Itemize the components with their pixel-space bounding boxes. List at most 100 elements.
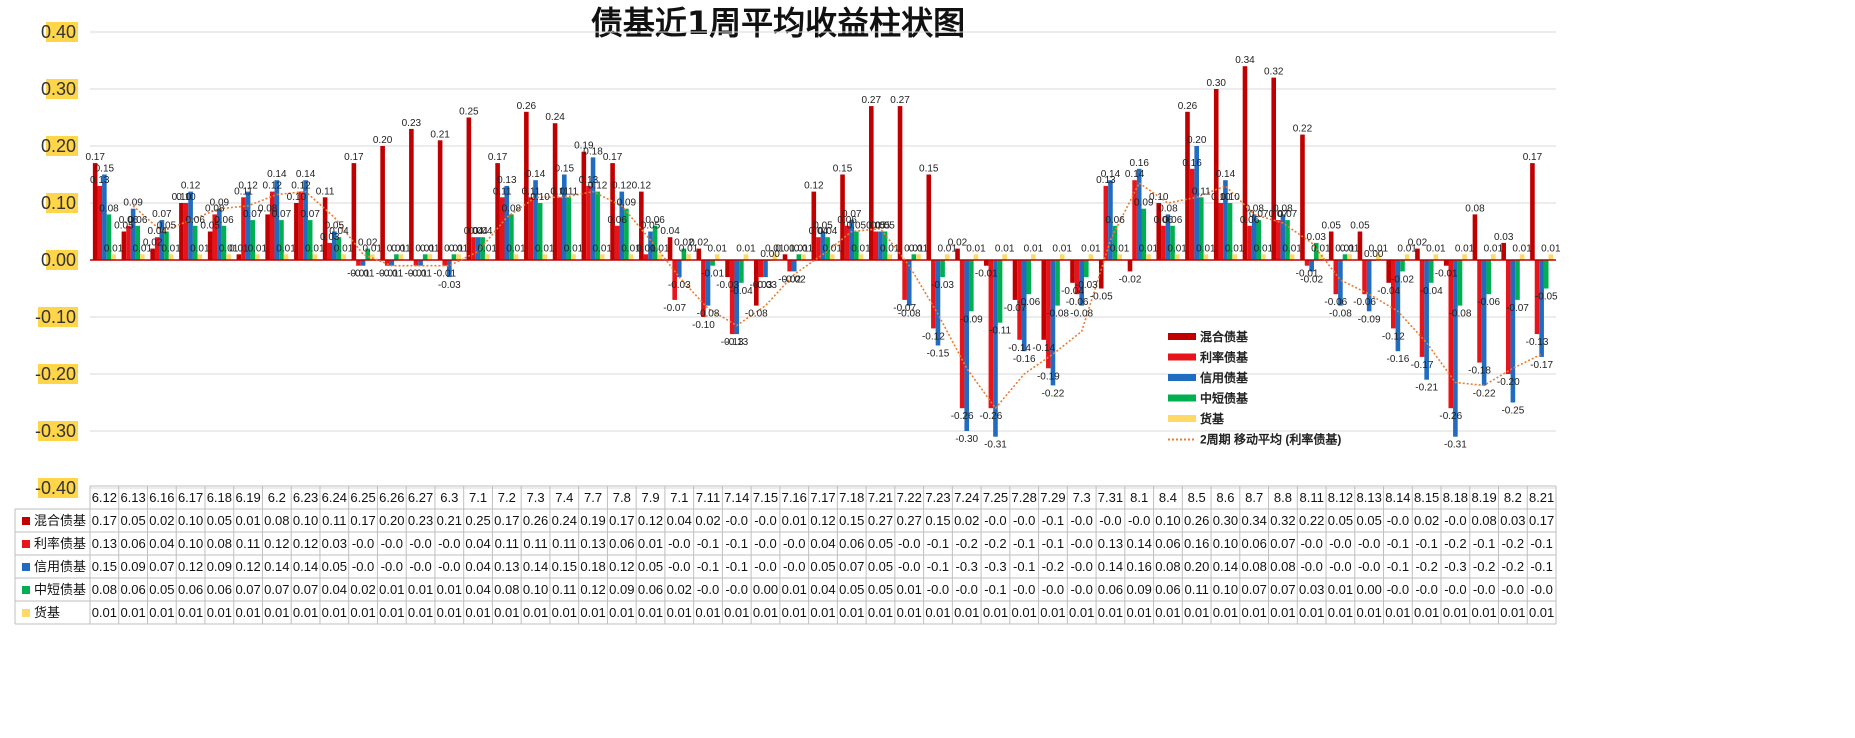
data-label: -0.03 (438, 280, 461, 291)
data-label: 0.01 (478, 243, 498, 254)
category-label: 8.11 (1299, 490, 1323, 505)
table-cell: 0.01 (408, 605, 433, 620)
table-cell: 0.12 (580, 582, 605, 597)
bar-4-47 (1428, 260, 1434, 283)
table-cell: 0.11 (523, 536, 547, 551)
bar-3-22 (705, 260, 711, 306)
bar-4-46 (1400, 260, 1405, 272)
bar-4-41 (1256, 220, 1262, 260)
data-label: 0.08 (1273, 203, 1293, 214)
bar-3-50 (1510, 260, 1516, 403)
data-label: 0.17 (85, 152, 105, 163)
table-cell: 0.05 (120, 513, 145, 528)
table-cell: 0.02 (954, 513, 979, 528)
bar-4-7 (279, 220, 284, 260)
table-cell: -0.0 (1099, 513, 1121, 528)
table-cell: 0.02 (695, 513, 720, 528)
table-cell: 0.01 (695, 605, 720, 620)
bar-2-20 (643, 254, 649, 260)
table-cell: 0.05 (322, 559, 347, 574)
table-cell: 0.05 (1328, 513, 1353, 528)
table-cell: -0.0 (1013, 582, 1035, 597)
category-label: 8.12 (1328, 490, 1353, 505)
table-cell: 0.15 (92, 559, 117, 574)
bar-5-11 (398, 254, 404, 260)
bar-5-15 (513, 254, 519, 260)
data-label: 0.32 (1264, 67, 1284, 78)
table-cell: 0.06 (120, 582, 145, 597)
table-cell: 0.19 (580, 513, 605, 528)
data-label: 0.00 (1364, 249, 1384, 260)
table-cell: -0.0 (1387, 582, 1409, 597)
data-label: 0.01 (765, 243, 785, 254)
table-cell: 0.01 (1155, 605, 1180, 620)
bar-2-28 (873, 231, 879, 260)
bar-1-42 (1271, 77, 1277, 260)
legend-swatch (1168, 394, 1196, 402)
data-label: -0.12 (1382, 331, 1405, 342)
bar-5-31 (973, 254, 979, 260)
data-label: 0.01 (794, 243, 814, 254)
table-cell: 0.01 (724, 605, 749, 620)
bar-5-43 (1318, 254, 1324, 260)
table-cell: 0.15 (925, 513, 950, 528)
bar-2-19 (614, 225, 620, 260)
data-label: -0.08 (1449, 309, 1472, 320)
data-label: -0.09 (960, 314, 983, 325)
category-label: 7.1 (469, 490, 487, 505)
data-label: 0.01 (937, 243, 957, 254)
table-cell: 0.05 (868, 582, 893, 597)
data-label: 0.08 (205, 203, 225, 214)
data-label: 0.06 (837, 215, 857, 226)
data-label: 0.06 (1154, 215, 1174, 226)
category-label: 6.12 (92, 490, 117, 505)
data-label: 0.07 (272, 209, 292, 220)
data-label: 0.12 (612, 181, 632, 192)
bar-1-30 (926, 174, 932, 260)
table-cell: -0.0 (1128, 513, 1150, 528)
data-label: 0.07 (243, 209, 263, 220)
bar-4-23 (739, 260, 744, 283)
bar-3-46 (1395, 260, 1401, 352)
bar-2-21 (672, 260, 677, 300)
data-label: 0.02 (948, 238, 968, 249)
table-cell: 0.04 (810, 582, 835, 597)
bar-2-39 (1189, 168, 1195, 260)
data-label: 0.01 (1282, 243, 1302, 254)
category-label: 6.27 (408, 490, 433, 505)
bar-2-47 (1419, 260, 1425, 357)
table-cell: 0.05 (1357, 513, 1382, 528)
bar-1-9 (322, 197, 328, 260)
legend-label: 中短债基 (1200, 391, 1249, 406)
table-cell: 0.07 (839, 559, 864, 574)
table-cell: -0.1 (1473, 536, 1495, 551)
data-label: 0.12 (588, 181, 608, 192)
data-label: -0.06 (1353, 297, 1376, 308)
table-cell: -0.0 (1502, 582, 1524, 597)
bar-1-43 (1300, 134, 1305, 260)
table-cell: 0.01 (868, 605, 893, 620)
data-label: 0.15 (95, 164, 115, 175)
category-label: 8.1 (1130, 490, 1148, 505)
table-cell: 0.01 (437, 605, 462, 620)
bar-5-44 (1347, 254, 1352, 260)
data-label: 0.01 (334, 243, 354, 254)
bar-4-36 (1112, 225, 1118, 260)
table-cell: 0.11 (322, 513, 346, 528)
data-label: 0.07 (842, 209, 862, 220)
bar-5-8 (312, 254, 318, 260)
table-cell: 0.01 (379, 582, 404, 597)
table-cell: -0.0 (1444, 582, 1466, 597)
table-cell: 0.01 (149, 605, 174, 620)
category-label: 7.28 (1012, 490, 1037, 505)
table-cell: 0.30 (1213, 513, 1238, 528)
table-cell: 0.13 (1098, 536, 1123, 551)
data-label: 0.00 (760, 249, 780, 260)
data-label: -0.04 (1420, 286, 1443, 297)
bar-4-25 (796, 254, 802, 260)
table-cell: -0.0 (668, 536, 690, 551)
bar-4-8 (307, 220, 313, 260)
table-cell: 0.06 (1155, 582, 1180, 597)
table-row-swatch (22, 586, 30, 594)
